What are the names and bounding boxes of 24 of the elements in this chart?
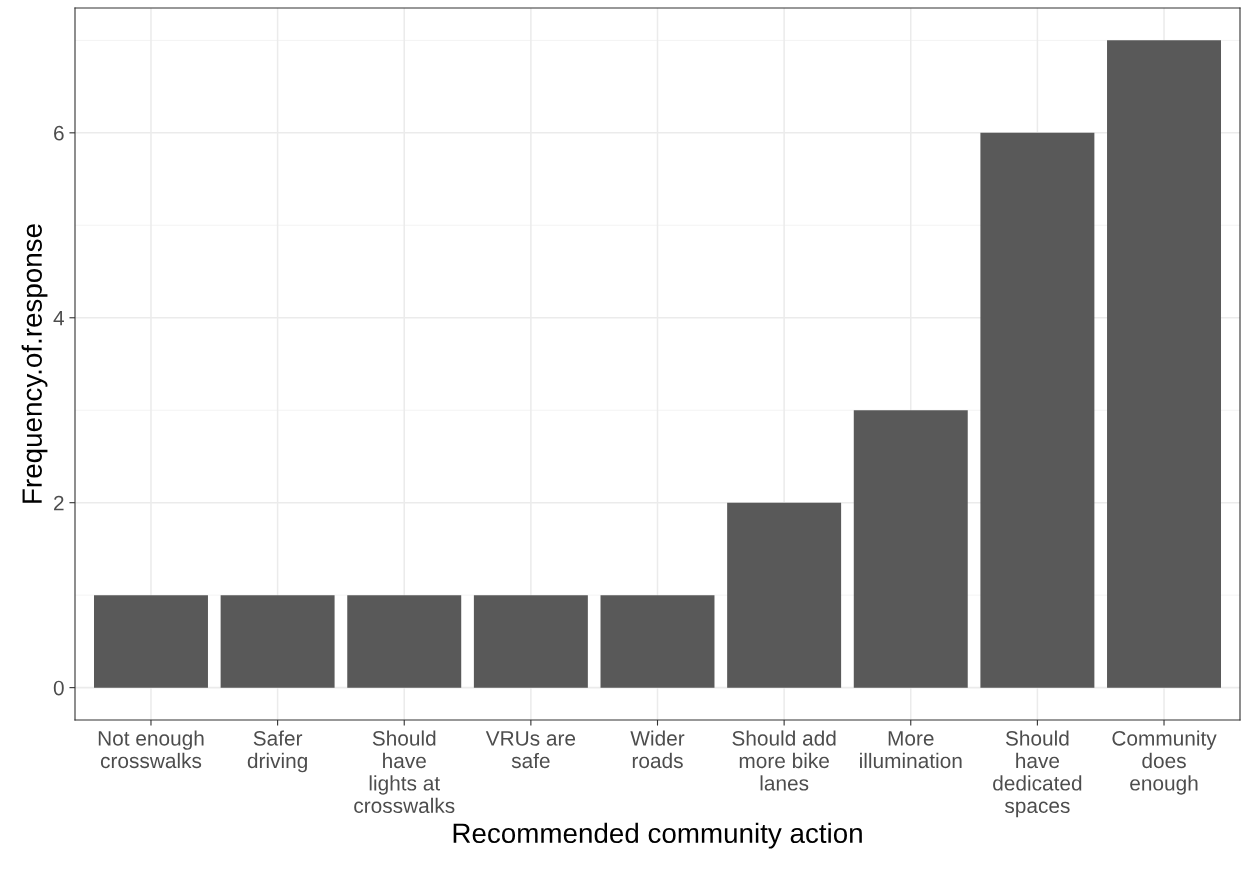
bar [220,595,335,688]
y-tick-label: 6 [54,125,64,141]
x-tick-label: Should have lights at crosswalks [354,730,455,814]
bar [853,410,968,688]
y-axis-title: Frequency.of.response [21,224,48,503]
x-tick-label: Should have dedicated spaces [993,730,1082,818]
y-tick-label: 0 [53,680,64,696]
bar [600,595,715,688]
x-tick-label: Wider roads [630,730,685,769]
bar [473,595,588,688]
bar [347,595,462,688]
x-tick-label: Safer driving [247,730,307,773]
y-tick-label: 4 [53,310,64,326]
bar [980,132,1095,688]
x-axis-title: Recommended community action [453,822,862,849]
bar [93,595,208,688]
x-tick-label: Community does enough [1112,730,1217,795]
bar [1107,40,1222,688]
y-tick-label: 2 [54,495,64,511]
x-tick-label: More illumination [860,731,962,769]
x-tick-label: Not enough crosswalks [98,730,204,769]
bar [727,502,842,688]
x-tick-label: VRUs are safe [485,731,576,769]
x-tick-label: Should add more bike lanes [732,730,836,791]
